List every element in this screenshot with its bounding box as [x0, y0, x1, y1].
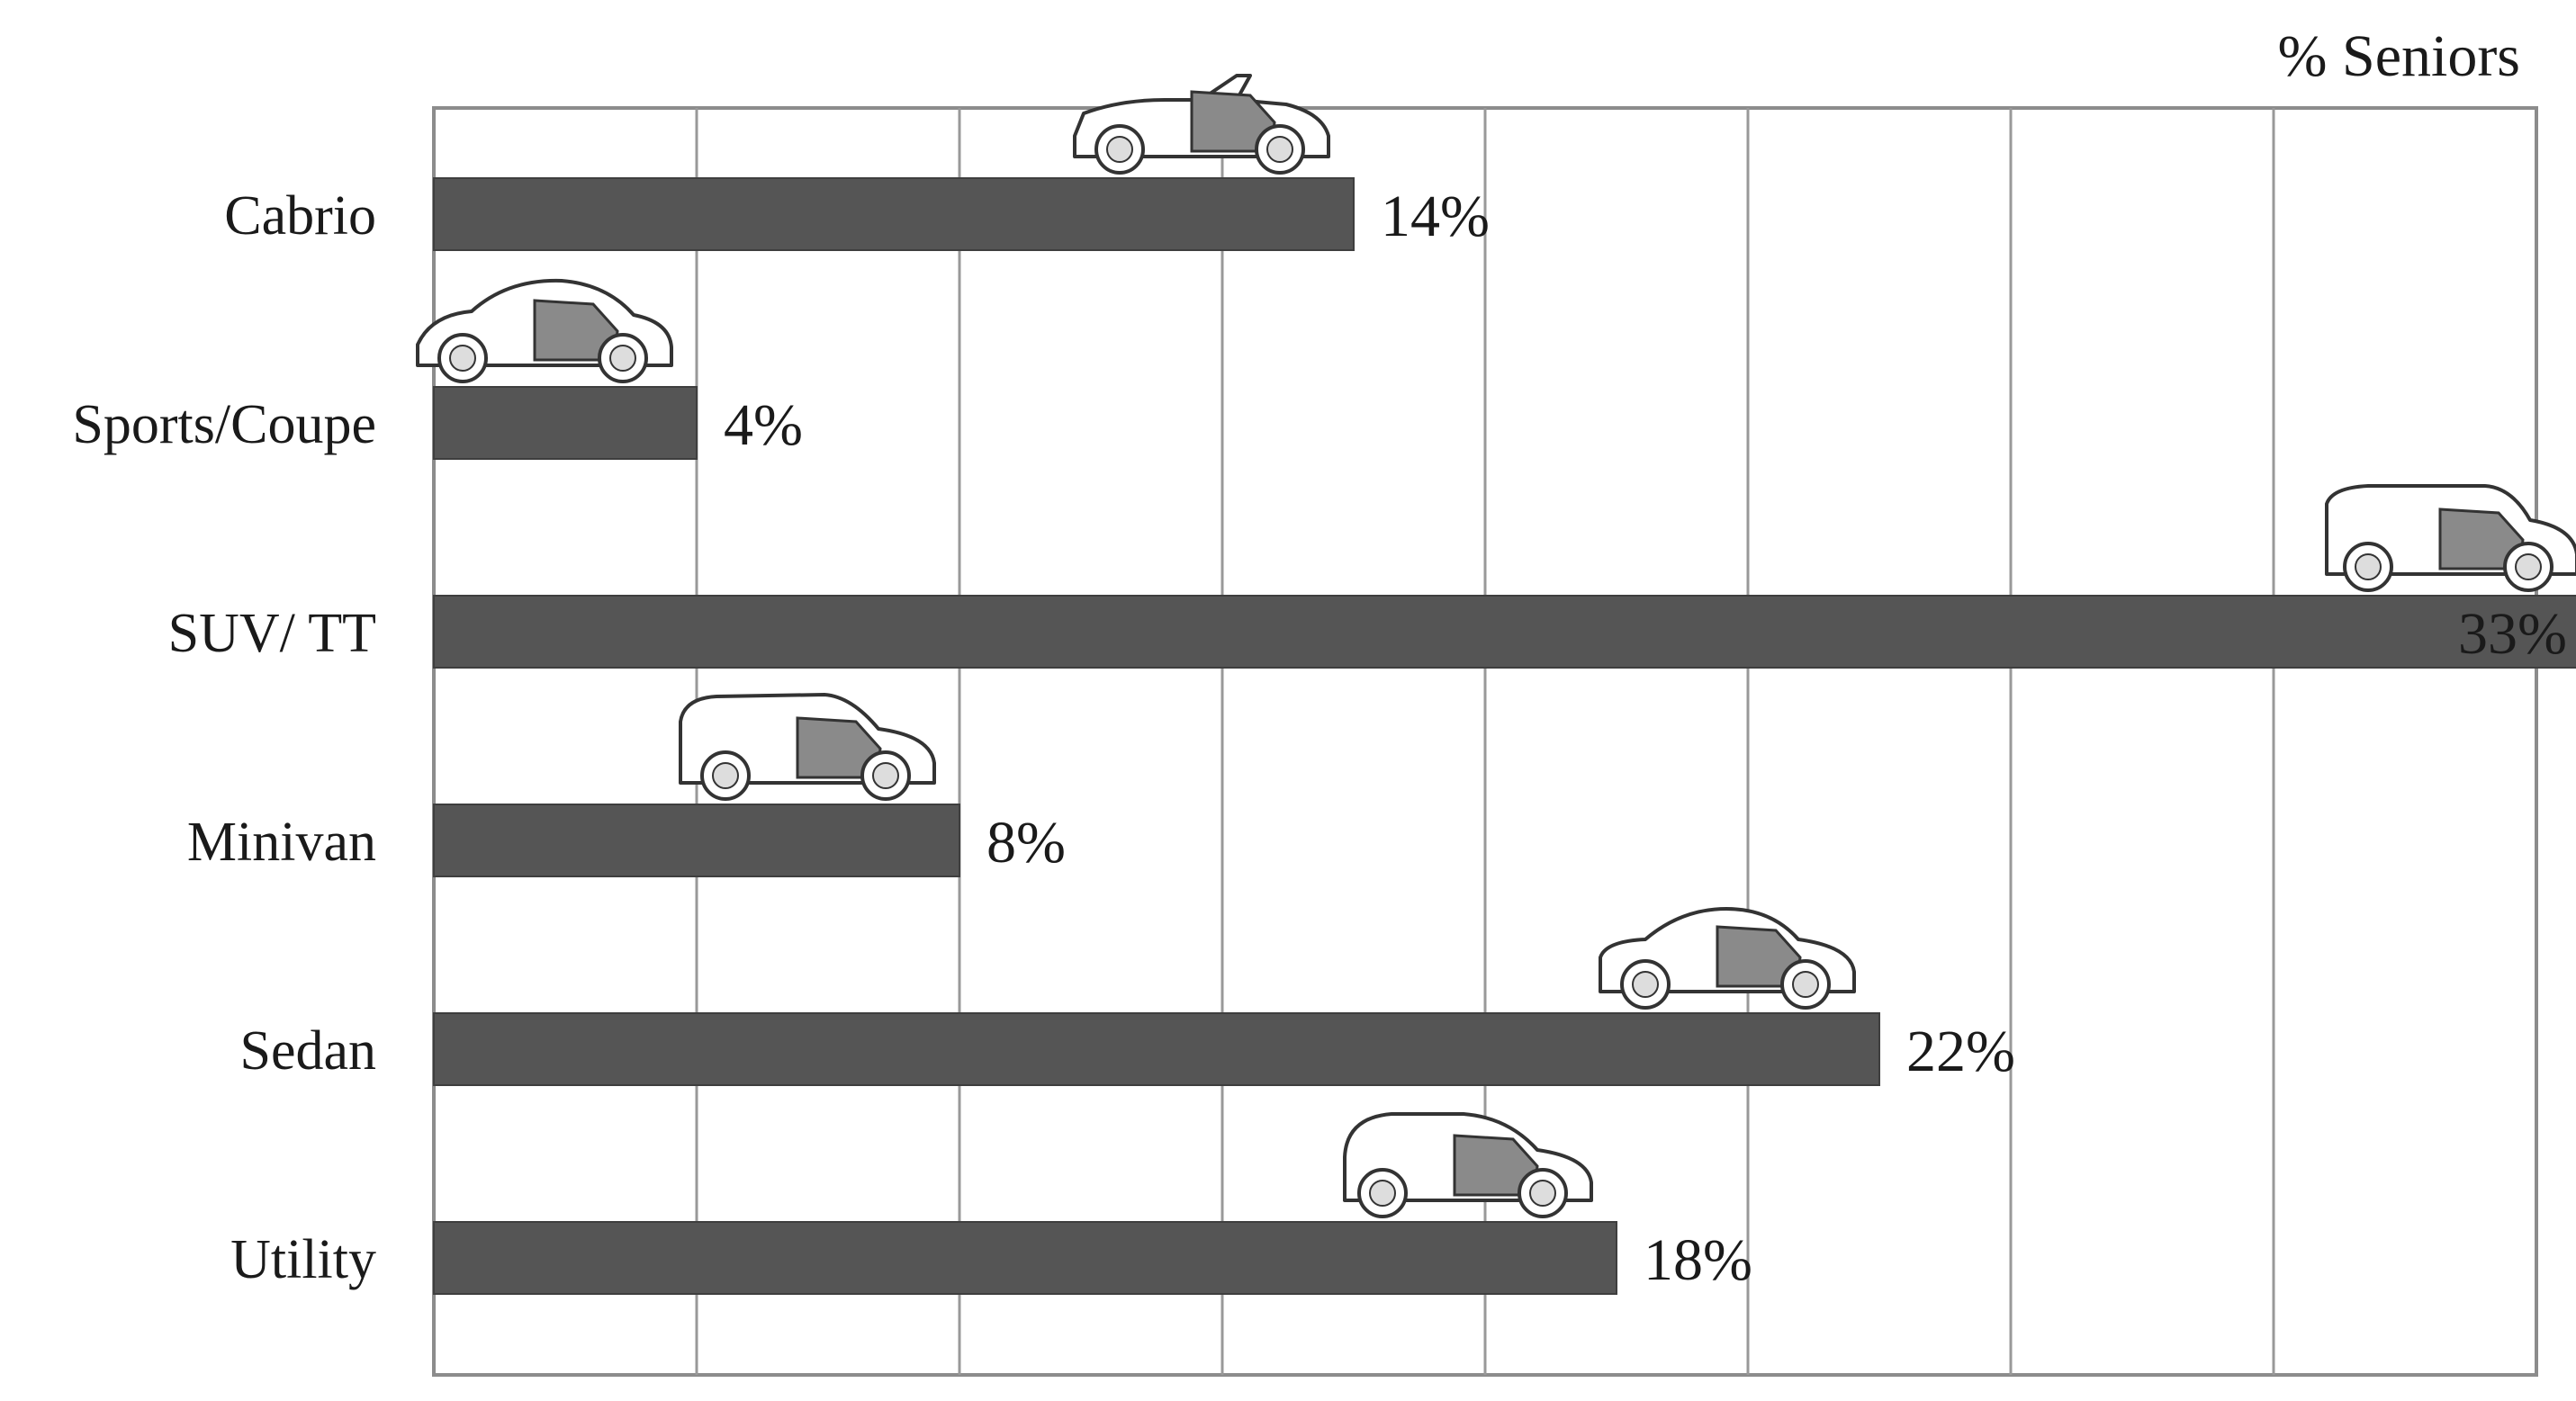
car-hubcap — [1632, 971, 1659, 998]
car-hubcap — [449, 345, 476, 372]
bar-5 — [433, 1221, 1617, 1295]
car-hubcap — [1369, 1180, 1396, 1207]
bar-2 — [433, 595, 2576, 669]
bar-0 — [433, 177, 1355, 251]
convertible-car-icon — [1073, 74, 1330, 175]
bar-1 — [433, 386, 698, 460]
value-label: 4% — [724, 392, 803, 458]
unit-label: % Seniors — [2278, 23, 2520, 89]
bar-4 — [433, 1012, 1880, 1086]
car-hubcap — [2515, 553, 2542, 580]
category-label: Utility — [230, 1229, 376, 1290]
suv-car-icon — [2325, 484, 2576, 592]
car-hubcap — [872, 762, 899, 789]
labels: % Seniors Cabrio 14% Sports/Coupe 4% SUV/ TT… — [72, 23, 2567, 1293]
car-hubcap — [1529, 1180, 1556, 1207]
hatchback-car-icon — [1343, 1112, 1593, 1218]
value-label: 8% — [986, 810, 1066, 876]
car-hubcap — [1106, 136, 1133, 163]
bar-3 — [433, 804, 960, 877]
car-hubcap — [712, 762, 739, 789]
minivan-car-icon — [679, 693, 936, 801]
value-label: 22% — [1906, 1019, 2015, 1084]
value-label: 33% — [2458, 601, 2567, 667]
category-label: Minivan — [187, 812, 376, 873]
category-label: Cabrio — [224, 185, 376, 247]
car-hubcap — [1266, 136, 1293, 163]
category-label: Sports/Coupe — [72, 394, 376, 455]
bars — [433, 177, 2576, 1295]
car-hubcap — [1792, 971, 1819, 998]
value-label: 18% — [1644, 1227, 1752, 1293]
car-hubcap — [609, 345, 636, 372]
value-label: 14% — [1381, 184, 1490, 249]
category-label: Sedan — [239, 1020, 376, 1082]
sedan-car-icon — [1599, 907, 1856, 1010]
coupe-car-icon — [416, 278, 673, 383]
car-illustrations — [416, 74, 2576, 1218]
category-label: SUV/ TT — [168, 603, 376, 664]
car-hubcap — [2355, 553, 2382, 580]
